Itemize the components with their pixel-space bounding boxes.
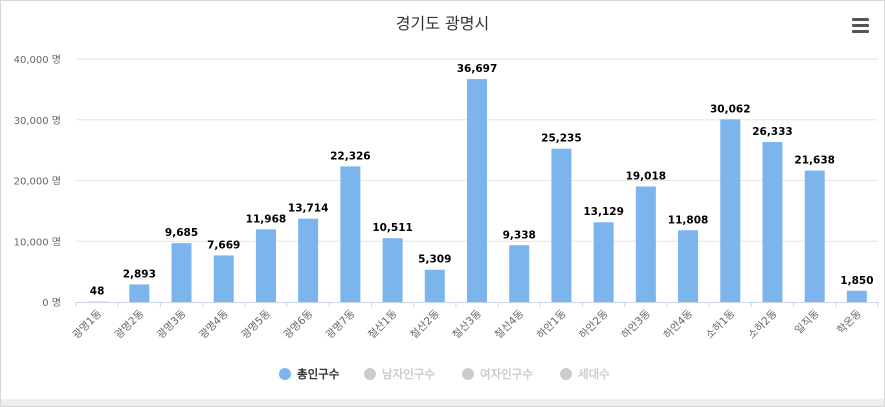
data-label: 9,338: [503, 229, 536, 241]
data-label: 25,235: [541, 133, 582, 145]
y-tick-label: 10,000 명: [14, 236, 61, 248]
legend-marker[interactable]: [364, 368, 376, 380]
y-tick-label: 0 명: [42, 297, 61, 309]
y-tick-label: 40,000 명: [14, 54, 61, 66]
x-tick-label: 철산3동: [450, 307, 484, 341]
data-label: 13,714: [288, 203, 329, 215]
legend-item-label[interactable]: 총인구수: [297, 367, 340, 381]
x-tick-label: 하안2동: [576, 307, 611, 342]
x-tick-label: 광명3동: [155, 307, 189, 341]
x-tick-label: 학온동: [835, 307, 864, 336]
bar[interactable]: [255, 229, 276, 302]
x-tick-label: 하안1동: [534, 307, 569, 342]
x-tick-label: 하안4동: [661, 307, 696, 342]
data-label: 21,638: [794, 155, 835, 167]
bar[interactable]: [467, 79, 487, 302]
legend-marker[interactable]: [560, 368, 572, 380]
x-tick-label: 광명1동: [71, 307, 105, 341]
legend-marker[interactable]: [462, 368, 474, 380]
data-label: 36,697: [457, 63, 498, 75]
y-tick-label: 20,000 명: [14, 176, 61, 188]
data-label: 2,893: [123, 268, 156, 280]
x-tick-label: 철산2동: [408, 307, 442, 341]
chart-title: 경기도 광명시: [395, 14, 490, 33]
bar[interactable]: [129, 284, 150, 302]
bar[interactable]: [593, 222, 614, 302]
bar[interactable]: [720, 119, 741, 302]
x-tick-label: 광명2동: [113, 307, 147, 341]
data-label: 30,062: [710, 103, 751, 115]
legend-item-label[interactable]: 여자인구수: [480, 367, 533, 381]
bar[interactable]: [678, 230, 699, 302]
bar[interactable]: [635, 186, 656, 302]
legend-marker[interactable]: [279, 368, 291, 380]
x-tick-label: 광명4동: [197, 307, 231, 341]
x-tick-label: 철산4동: [493, 307, 527, 341]
x-tick-label: 철산1동: [366, 307, 400, 341]
bar[interactable]: [804, 170, 825, 302]
bar[interactable]: [298, 218, 319, 302]
bar[interactable]: [762, 142, 783, 302]
data-label: 26,333: [752, 126, 793, 138]
bar[interactable]: [340, 166, 361, 302]
bar[interactable]: [171, 243, 192, 302]
bottom-divider: [1, 399, 884, 406]
x-tick-label: 하안3동: [619, 307, 654, 342]
bar[interactable]: [382, 238, 403, 302]
x-tick-label: 광명5동: [239, 307, 273, 341]
bar[interactable]: [551, 148, 572, 302]
data-label: 5,309: [418, 254, 451, 266]
data-label: 9,685: [165, 227, 198, 239]
data-label: 1,850: [840, 275, 873, 287]
bar[interactable]: [213, 255, 234, 302]
bar[interactable]: [509, 245, 530, 302]
legend-item-label[interactable]: 세대수: [578, 367, 610, 381]
data-label: 10,511: [372, 222, 413, 234]
x-tick-label: 일직동: [792, 307, 822, 337]
data-label: 22,326: [330, 150, 371, 162]
bar[interactable]: [846, 290, 867, 302]
data-label: 7,669: [207, 239, 240, 251]
data-label: 19,018: [626, 170, 667, 182]
data-label: 11,808: [668, 214, 709, 226]
x-tick-label: 광명6동: [282, 307, 316, 341]
x-tick-label: 소하2동: [745, 307, 780, 342]
hamburger-menu-icon[interactable]: [852, 18, 870, 33]
data-label: 11,968: [246, 213, 287, 225]
x-tick-label: 광명7동: [324, 307, 358, 341]
y-tick-label: 30,000 명: [14, 115, 61, 127]
x-tick-label: 소하1동: [703, 307, 738, 342]
bar[interactable]: [424, 269, 445, 302]
data-label: 48: [90, 286, 105, 298]
data-label: 13,129: [583, 206, 624, 218]
legend-item-label[interactable]: 남자인구수: [382, 367, 435, 381]
